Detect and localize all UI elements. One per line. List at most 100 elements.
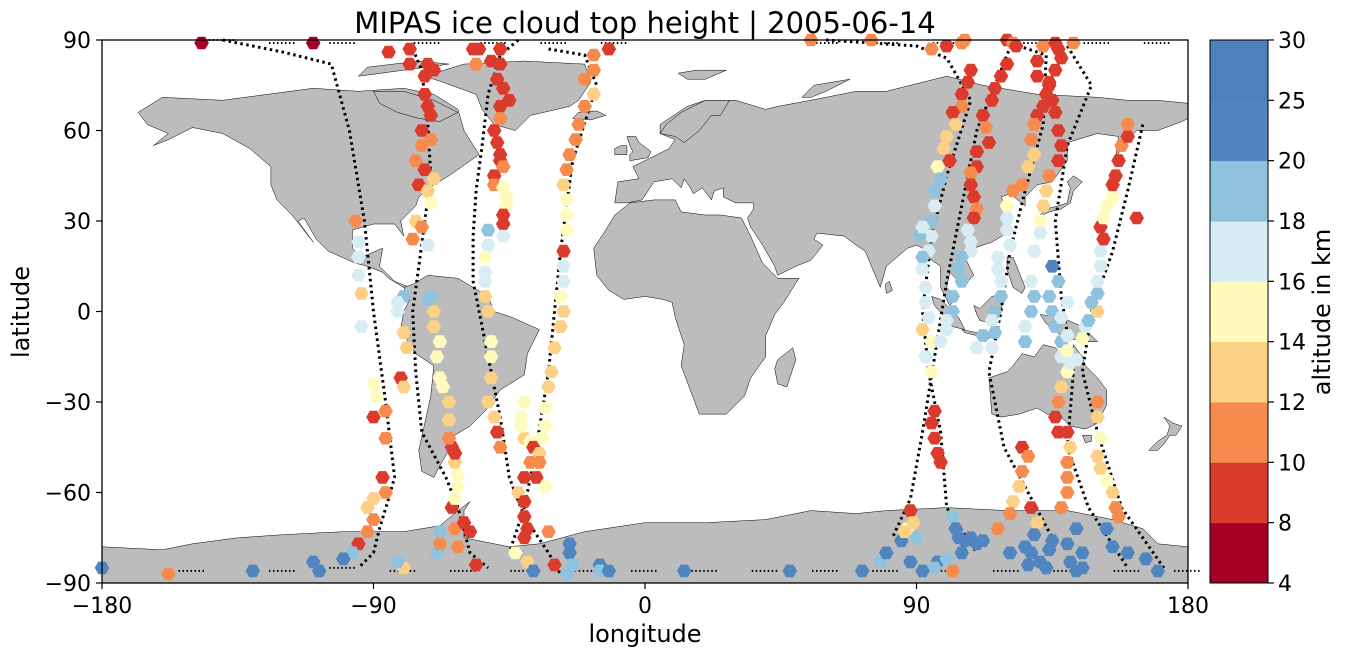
land-japan [1037, 175, 1083, 219]
colorbar-label: altitude in km [1308, 229, 1336, 396]
cloud-point [245, 564, 261, 578]
chart-title: MIPAS ice cloud top height | 2005-06-14 [354, 6, 935, 40]
cloud-point [1099, 474, 1114, 487]
cloud-point [879, 546, 894, 560]
cloud-point [924, 416, 939, 430]
cloud-point [1048, 63, 1063, 77]
cloud-point [999, 211, 1015, 225]
cloud-point [1002, 546, 1018, 560]
land-great-britain [626, 136, 652, 161]
cloud-point [1120, 118, 1135, 131]
colorbar-tick-label: 30 [1278, 29, 1306, 54]
cloud-point [969, 341, 985, 354]
cloud-points [94, 33, 1166, 581]
cloud-point [1138, 552, 1154, 566]
cloud-point [562, 148, 577, 161]
cloud-point [981, 136, 997, 149]
cloud-point [999, 199, 1015, 213]
cloud-point [966, 190, 982, 204]
land-philippines [1006, 256, 1026, 294]
cloud-point [559, 208, 574, 222]
cloud-point [960, 223, 976, 237]
cloud-point [1108, 169, 1123, 183]
cloud-point [1051, 275, 1066, 288]
cloud-point [1060, 329, 1075, 342]
cloud-point [1035, 39, 1051, 53]
cloud-point [676, 564, 692, 578]
cloud-point [1090, 287, 1105, 300]
colorbar-ticks: 4 8 10 12 14 16 18 20 25 30 [1268, 29, 1306, 597]
cloud-point [556, 244, 571, 258]
cloud-point [553, 320, 568, 333]
cloud-point [366, 410, 381, 424]
cloud-point [927, 404, 942, 418]
cloud-point [1054, 311, 1069, 324]
colorbar-swatch [1210, 341, 1268, 403]
cloud-point [951, 262, 966, 276]
cloud-point [405, 232, 420, 246]
cloud-point [468, 558, 484, 572]
cloud-point [1041, 290, 1057, 303]
land-tasmania [1082, 434, 1092, 443]
orbit-track-2 [411, 48, 490, 570]
cloud-point [1048, 410, 1063, 424]
cloud-point [1069, 522, 1084, 535]
cloud-point [366, 513, 381, 526]
cloud-point [447, 492, 463, 505]
cloud-point [924, 229, 939, 243]
cloud-point [480, 238, 496, 252]
cloud-point [1051, 124, 1066, 137]
cloud-point [960, 75, 976, 89]
cloud-point [1093, 259, 1108, 273]
colorbar-tick-label: 25 [1278, 89, 1306, 114]
cloud-point [1023, 501, 1039, 514]
cloud-point [420, 293, 436, 306]
cloud-point [390, 305, 405, 318]
colorbar-tick-label: 8 [1278, 512, 1292, 537]
cloud-point [954, 275, 969, 288]
cloud-point [517, 471, 532, 484]
cloud-point [553, 290, 568, 303]
cloud-point [1048, 106, 1063, 119]
cloud-point [568, 133, 583, 146]
cloud-point [571, 118, 586, 131]
y-tick-label: −60 [45, 482, 91, 507]
colorbar-swatch [1210, 281, 1268, 343]
cloud-point [1054, 51, 1069, 65]
cloud-point [351, 235, 366, 249]
cloud-point [854, 564, 870, 578]
cloud-point [541, 525, 556, 538]
cloud-point [1060, 425, 1075, 439]
cloud-point [1029, 54, 1045, 68]
cloud-point [954, 88, 969, 101]
cloud-point [915, 250, 930, 264]
x-ticks: −180 −90 0 90 180 [72, 583, 1209, 619]
cloud-point [1023, 275, 1039, 288]
cloud-point [909, 531, 924, 545]
cloud-point [1020, 450, 1036, 463]
colorbar-swatch [1210, 221, 1268, 282]
colorbar-tick-label: 14 [1278, 331, 1306, 356]
cloud-point [1099, 522, 1114, 535]
colorbar-swatch [1210, 402, 1268, 463]
orbit-track-1 [222, 38, 397, 569]
cloud-point [1038, 561, 1054, 575]
colorbar-swatch [1210, 160, 1268, 222]
cloud-point [1005, 495, 1021, 508]
cloud-point [480, 223, 496, 237]
colorbar-swatch [1210, 462, 1268, 524]
cloud-point [492, 42, 508, 56]
cloud-point [903, 555, 918, 569]
cloud-point [1008, 39, 1024, 53]
plot-area [94, 33, 1202, 584]
cloud-point [390, 555, 405, 569]
cloud-point [517, 495, 532, 508]
cloud-point [378, 404, 393, 418]
cloud-point [939, 130, 954, 143]
cloud-point [1026, 290, 1042, 303]
cloud-point [1029, 516, 1045, 529]
land-eurasia [614, 75, 1189, 306]
cloud-point [927, 561, 942, 575]
cloud-point [954, 250, 969, 264]
cloud-point [311, 564, 327, 578]
